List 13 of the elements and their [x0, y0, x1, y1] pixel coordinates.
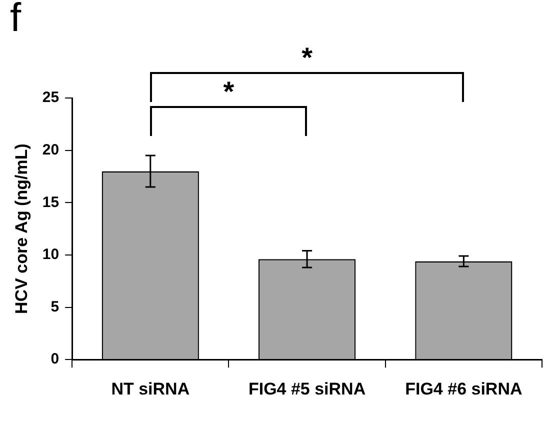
annotation: *	[222, 76, 236, 108]
y-tick-label: 15	[42, 194, 60, 211]
x-tick-label: NT siRNA	[111, 379, 190, 398]
y-tick-label: 10	[42, 246, 60, 264]
y-tick-label: 5	[50, 298, 60, 316]
text: *	[300, 42, 314, 74]
y-axis-title: HCV core Ag (ng/mL)	[12, 144, 31, 314]
x-tick-label: FIG4 #6 siRNA	[405, 379, 522, 398]
y-tick-label: 25	[42, 89, 60, 106]
y-tick-label: 20	[42, 141, 60, 158]
text: f	[10, 0, 22, 41]
x-tick-label: FIG4 #5 siRNA	[248, 379, 366, 398]
y-tick-label: 0	[50, 350, 60, 368]
